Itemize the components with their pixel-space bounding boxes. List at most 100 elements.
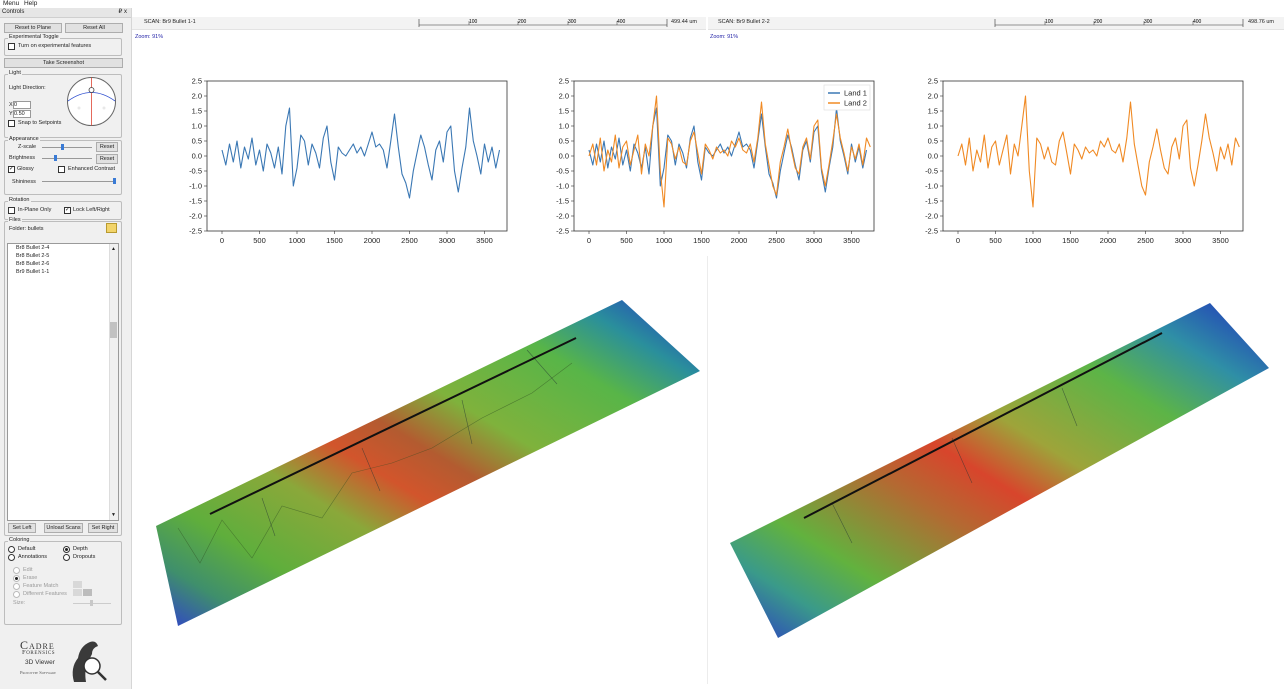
file-list[interactable]: Br8 Bullet 2-4 Br8 Bullet 2-5 Br8 Bullet…: [7, 243, 119, 521]
left-bullet-scan[interactable]: [156, 300, 700, 626]
y-tick-label: 0.0: [928, 152, 938, 161]
right-ruler-tick-label: 400: [1193, 19, 1202, 25]
horse-magnifier-icon: [72, 641, 107, 682]
different-swatch-a[interactable]: [73, 589, 82, 596]
scroll-down-icon[interactable]: ▼: [111, 512, 116, 518]
right-scale-ruler: 100 200 300 400: [994, 19, 1244, 27]
logo-line-2: Forensics: [22, 649, 56, 656]
light-direction-widget[interactable]: [66, 76, 117, 127]
list-item[interactable]: Br9 Bullet 1-1: [16, 269, 50, 275]
feature-match-swatch[interactable]: [73, 581, 82, 588]
y-tick-label: -0.5: [189, 167, 202, 176]
y-tick-label: 0.5: [559, 137, 569, 146]
x-tick-label: 1000: [289, 236, 306, 245]
y-tick-label: -1.5: [189, 197, 202, 206]
panel-close-icon[interactable]: ₽ x: [118, 9, 127, 15]
appearance-title: Appearance: [8, 136, 40, 142]
profile-charts: -2.5 -2.0 -1.5 -1.0 -0.5 0.0 0.5 1.0 1.5 2.0 2.5 0 5…: [189, 77, 1244, 245]
files-group: [4, 221, 122, 536]
set-left-button[interactable]: Set Left: [8, 523, 36, 533]
y-tick-label: 1.0: [559, 122, 569, 131]
zscale-reset-button[interactable]: Reset: [96, 142, 118, 152]
chart-legend: [823, 84, 871, 111]
erase-radio[interactable]: [13, 575, 20, 582]
folder-icon[interactable]: [106, 223, 117, 233]
file-list-scrollbar[interactable]: ▲ ▼: [109, 244, 118, 520]
menu-item-menu[interactable]: Menu: [3, 0, 20, 7]
bullet-scans[interactable]: [132, 258, 1284, 688]
shininess-slider-track[interactable]: [42, 181, 116, 182]
right-ruler-tick-label: 300: [1144, 19, 1153, 25]
lock-left-right-checkbox[interactable]: [64, 206, 71, 214]
x-tick-label: 0: [956, 236, 960, 245]
y-tick-label: -1.0: [556, 182, 569, 191]
x-tick-label: 500: [620, 236, 633, 245]
size-label: Size:: [13, 600, 26, 606]
reset-to-plane-button[interactable]: Reset to Plane: [4, 23, 62, 33]
coloring-depth-radio[interactable]: [63, 546, 70, 553]
coloring-annotations-radio[interactable]: [8, 554, 15, 561]
unload-scans-button[interactable]: Unload Scans: [44, 523, 83, 533]
y-tick-label: -2.0: [556, 212, 569, 221]
reset-all-button[interactable]: Reset All: [65, 23, 123, 33]
brightness-reset-button[interactable]: Reset: [96, 154, 118, 164]
enhanced-contrast-checkbox[interactable]: [58, 166, 65, 173]
appearance-group: [4, 140, 122, 195]
experimental-title: Experimental Toggle: [8, 34, 60, 40]
in-plane-checkbox[interactable]: [8, 207, 15, 214]
coloring-default-radio[interactable]: [8, 546, 15, 553]
y-tick-label: 1.5: [559, 107, 569, 116]
x-tick-label: 3000: [439, 236, 456, 245]
shininess-slider-handle[interactable]: [113, 178, 116, 184]
logo-line-1: Cadre: [20, 638, 55, 652]
y-tick-label: 1.5: [928, 107, 938, 116]
left-scale-value: 499.44 um: [671, 19, 697, 25]
list-item[interactable]: Br8 Bullet 2-4: [16, 245, 50, 251]
experimental-checkbox[interactable]: [8, 43, 15, 50]
brightness-slider-handle[interactable]: [53, 155, 57, 161]
feature-match-radio[interactable]: [13, 583, 20, 590]
zscale-slider-handle[interactable]: [60, 144, 64, 150]
scroll-up-icon[interactable]: ▲: [111, 246, 116, 252]
left-zoom-label: Zoom: 91%: [135, 34, 164, 40]
menu-bar: Menu Help: [0, 0, 1284, 8]
enhanced-contrast-label: Enhanced Contrast: [68, 166, 116, 172]
scrollbar-thumb[interactable]: [110, 322, 117, 338]
different-features-radio[interactable]: [13, 591, 20, 598]
viewer-area[interactable]: SCAN: Br9 Bullet 1-1 100 200 300 400 499…: [132, 8, 1284, 689]
coloring-title: Coloring: [8, 537, 31, 543]
list-item[interactable]: Br8 Bullet 2-5: [16, 253, 50, 259]
files-title: Files: [8, 217, 22, 223]
x-tick-label: 3500: [476, 236, 493, 245]
y-tick-label: -2.0: [189, 212, 202, 221]
take-screenshot-button[interactable]: Take Screenshot: [4, 58, 123, 68]
menu-item-help[interactable]: Help: [23, 0, 38, 7]
snap-checkbox[interactable]: [8, 120, 15, 127]
coloring-dropouts-radio[interactable]: [63, 554, 70, 561]
zscale-slider-track[interactable]: [42, 147, 92, 148]
x-tick-label: 2500: [768, 236, 785, 245]
size-slider-handle[interactable]: [90, 600, 93, 606]
zscale-label: Z-scale: [18, 144, 37, 150]
y-tick-label: -1.5: [925, 197, 938, 206]
cadre-logo: Cadre Forensics 3D Viewer Prototype Soft…: [14, 638, 114, 688]
light-direction-label: Light Direction:: [9, 85, 46, 91]
series-line: [588, 95, 871, 208]
list-item[interactable]: Br8 Bullet 2-6: [16, 261, 50, 267]
coloring-default-label: Default: [18, 546, 36, 552]
x-tick-label: 3500: [1212, 236, 1229, 245]
y-tick-label: -1.5: [556, 197, 569, 206]
light-title: Light: [8, 70, 22, 76]
edit-radio[interactable]: [13, 567, 20, 574]
brightness-slider-track[interactable]: [42, 158, 92, 159]
right-bullet-scan[interactable]: [730, 303, 1269, 638]
set-right-button[interactable]: Set Right: [88, 523, 118, 533]
profile-chart: -2.5 -2.0 -1.5 -1.0 -0.5 0.0 0.5 1.0 1.5 2.0 2.5 0 5…: [189, 77, 508, 245]
different-features-label: Different Features: [23, 591, 67, 597]
glossy-checkbox[interactable]: [8, 165, 15, 173]
light-x-input[interactable]: 0: [13, 101, 31, 109]
light-y-input[interactable]: 0.50: [13, 110, 31, 118]
different-swatch-b[interactable]: [83, 589, 92, 596]
legend-label: Land 1: [844, 89, 867, 98]
legend-label: Land 2: [844, 99, 867, 108]
